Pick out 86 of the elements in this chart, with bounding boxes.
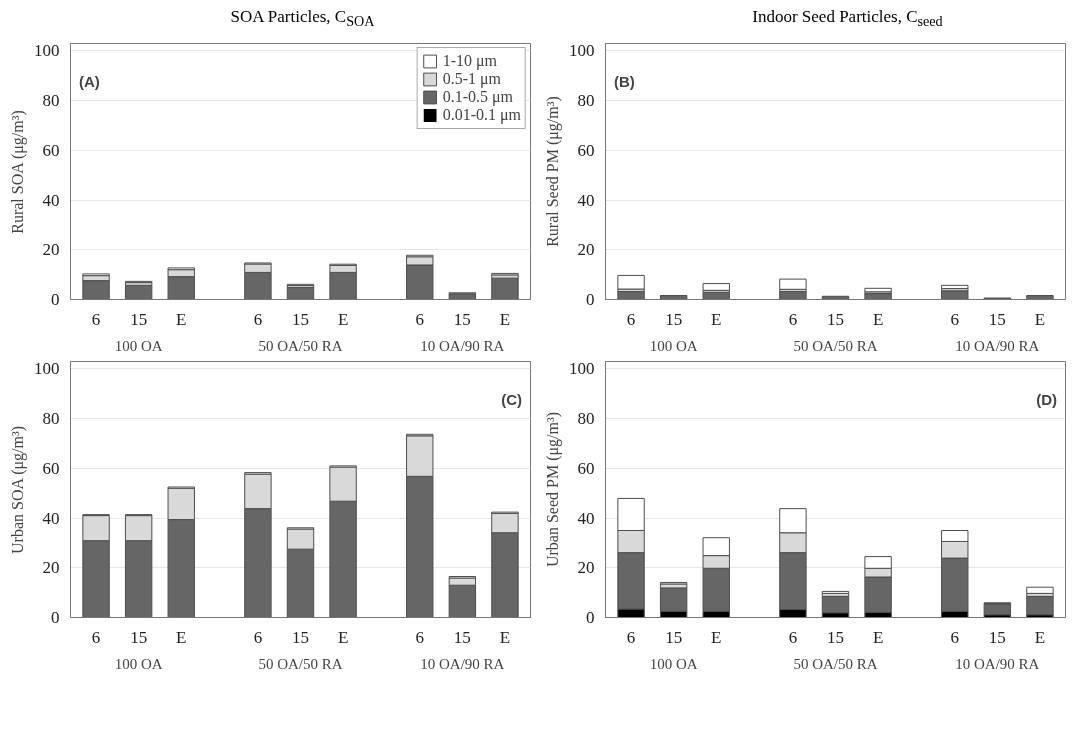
x-tick-label: 6 — [253, 309, 263, 329]
y-tick-label: 80 — [42, 409, 60, 429]
x-tick-label: 15 — [827, 309, 844, 329]
x-tick-label: 15 — [827, 627, 844, 647]
x-tick-label: 6 — [950, 309, 960, 329]
x-tick-label: E — [1034, 309, 1046, 329]
y-tick-label: 80 — [577, 91, 595, 111]
y-tick-label: 0 — [586, 290, 595, 309]
x-tick-label: E — [1034, 627, 1046, 647]
legend-label: 0.01-0.1 μm — [442, 106, 521, 124]
chart-title: SOA Particles, C$_{SOA}$ — [230, 6, 375, 32]
x-tick-label: 15 — [130, 309, 148, 329]
x-tick-label: E — [711, 627, 722, 647]
text: 50 OA/50 RA — [793, 655, 878, 672]
x-tick-label: 6 — [415, 627, 425, 647]
y-tick-label: 40 — [577, 508, 595, 528]
text: 100 OA — [649, 655, 698, 672]
y-tick-label: 60 — [577, 458, 595, 478]
y-tick-label: 20 — [577, 240, 595, 260]
x-tick-label: E — [872, 309, 884, 329]
y-tick-label: 100 — [569, 41, 595, 61]
x-tick-label: 15 — [292, 627, 309, 647]
x-tick-label: E — [337, 627, 349, 647]
y-axis-title: Rural SOA (μg/m³) — [9, 110, 27, 234]
y-tick-label: 20 — [577, 558, 595, 578]
y-tick-label: 40 — [42, 190, 60, 210]
y-tick-label: 40 — [42, 508, 60, 528]
y-axis-title: Rural Seed PM (μg/m³) — [544, 96, 562, 247]
text: 10 OA/90 RA — [420, 337, 505, 354]
chart-title: Indoor Seed Particles, C$_{seed}$ — [752, 6, 943, 32]
y-tick-label: 0 — [51, 290, 60, 309]
x-tick-label: E — [176, 309, 187, 329]
y-tick-label: 80 — [577, 409, 595, 429]
x-tick-label: 15 — [988, 627, 1006, 647]
x-tick-label: 15 — [130, 627, 148, 647]
x-tick-label: E — [176, 627, 187, 647]
text: 10 OA/90 RA — [420, 655, 505, 672]
text: 10 OA/90 RA — [955, 337, 1040, 354]
y-tick-label: 100 — [569, 359, 595, 379]
x-tick-label: E — [499, 627, 511, 647]
text: 100 OA — [114, 655, 163, 672]
x-tick-label: E — [711, 309, 722, 329]
x-tick-label: E — [337, 309, 349, 329]
x-tick-label: 6 — [253, 627, 263, 647]
x-tick-label: 6 — [788, 309, 798, 329]
x-tick-label: 15 — [453, 627, 471, 647]
text: 100 OA — [649, 337, 698, 354]
y-tick-label: 20 — [42, 240, 60, 260]
x-tick-label: 6 — [91, 309, 101, 329]
x-tick-label: 6 — [626, 309, 636, 329]
x-tick-label: 15 — [292, 309, 309, 329]
legend-label: 0.1-0.5 μm — [442, 88, 513, 106]
y-axis-title: Urban Seed PM (μg/m³) — [544, 411, 562, 568]
y-tick-label: 40 — [577, 190, 595, 210]
text: 50 OA/50 RA — [258, 337, 343, 354]
text: 50 OA/50 RA — [258, 655, 343, 672]
legend-label: 0.5-1 μm — [442, 70, 501, 88]
y-tick-label: 60 — [42, 458, 60, 478]
y-tick-label: 100 — [34, 359, 60, 379]
x-tick-label: E — [872, 627, 884, 647]
y-tick-label: 80 — [42, 91, 60, 111]
text: 10 OA/90 RA — [955, 655, 1040, 672]
annotation: (A) — [79, 72, 100, 90]
y-tick-label: 0 — [586, 608, 595, 627]
text: 50 OA/50 RA — [793, 337, 878, 354]
y-tick-label: 100 — [34, 41, 60, 61]
annotation: (D) — [1036, 390, 1057, 408]
x-tick-label: E — [499, 309, 511, 329]
y-tick-label: 20 — [42, 558, 60, 578]
y-tick-label: 0 — [51, 608, 60, 627]
annotation: (C) — [501, 390, 522, 408]
x-tick-label: 15 — [665, 627, 683, 647]
x-tick-label: 6 — [950, 627, 960, 647]
y-tick-label: 60 — [42, 140, 60, 160]
x-tick-label: 15 — [453, 309, 471, 329]
x-tick-label: 6 — [415, 309, 425, 329]
x-tick-label: 15 — [665, 309, 683, 329]
x-tick-label: 15 — [988, 309, 1006, 329]
legend-label: 1-10 μm — [442, 52, 497, 70]
y-axis-title: Urban SOA (μg/m³) — [9, 425, 27, 554]
x-tick-label: 6 — [91, 627, 101, 647]
annotation: (B) — [614, 72, 635, 90]
x-tick-label: 6 — [626, 627, 636, 647]
text: 100 OA — [114, 337, 163, 354]
x-tick-label: 6 — [788, 627, 798, 647]
y-tick-label: 60 — [577, 140, 595, 160]
